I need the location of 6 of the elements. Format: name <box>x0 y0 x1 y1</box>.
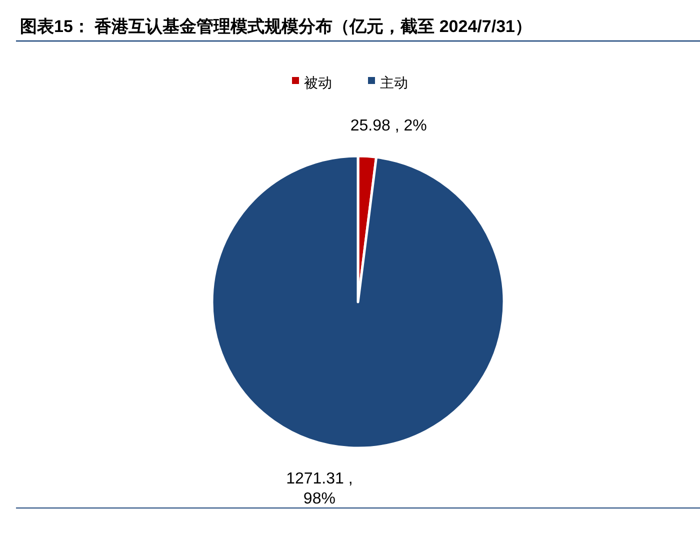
legend-label: 主动 <box>380 74 408 91</box>
legend-label: 被动 <box>304 74 332 91</box>
data-label: 25.98 , 2% <box>350 117 427 134</box>
chart-title: 图表15： 香港互认基金管理模式规模分布（亿元，截至 2024/7/31） <box>20 17 532 36</box>
data-label: 1271.31 , 98% <box>286 470 353 508</box>
pie-slice <box>210 154 506 449</box>
